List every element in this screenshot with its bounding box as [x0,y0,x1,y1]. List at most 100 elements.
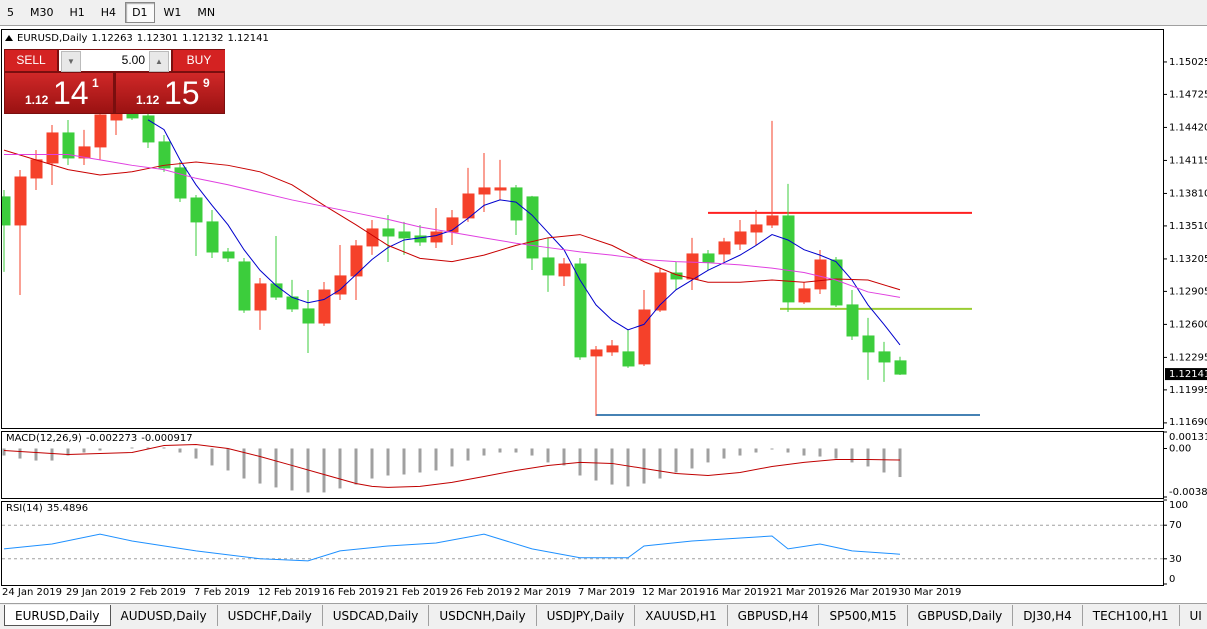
timeframe-button[interactable]: D1 [125,2,155,23]
candle-body [398,231,411,239]
chart-tab[interactable]: USDCAD,Daily [323,605,430,626]
timeframe-button[interactable]: 5 [7,6,14,19]
moving-average [147,119,901,346]
candle-body [62,132,75,159]
buy-price[interactable]: 1.12 15 9 [116,73,224,113]
macd-bar [66,448,70,456]
chart-window: 1.15025 1.14725 1.14420 1.14115 1.13810 1.135… [1,29,1207,598]
chart-tab[interactable]: GBPUSD,H4 [728,605,820,626]
indicator-value: -0.000917 [141,433,192,444]
macd-bar [290,448,294,491]
candle-body [510,187,523,221]
candle-body [590,349,603,357]
chart-tab[interactable]: USDCNH,Daily [429,605,537,626]
sell-button[interactable]: SELL [5,50,57,71]
y-tick-label: 1.14420 [1169,122,1207,133]
y-tick-label: 1.12295 [1169,352,1207,363]
volume-up[interactable]: ▲ [149,51,169,72]
chart-tab[interactable]: SP500,M15 [819,605,908,626]
x-tick-label: 16 Mar 2019 [706,587,769,598]
x-tick-label: 26 Feb 2019 [450,587,512,598]
timeframe-button[interactable]: W1 [163,6,182,19]
macd-bar [770,448,774,450]
macd-bar [626,448,630,487]
timeframe-button[interactable]: H1 [69,6,85,19]
candle-body [318,289,331,324]
macd-bar [50,448,54,461]
candle-body [366,228,379,247]
macd-bar [898,448,902,478]
candle-body [142,115,155,143]
chart-tabs: EURUSD,Daily AUDUSD,Daily USDCHF,Daily USDC… [0,603,1207,629]
price-fraction: 9 [203,76,210,90]
rsi-header: RSI(14) 35.4896 [6,503,88,514]
chart-tab[interactable]: TECH100,H1 [1083,605,1180,626]
macd-bar [786,448,790,453]
candle-body [46,132,59,164]
timeframe-button[interactable]: MN [197,6,216,19]
volume-input[interactable]: ▼ 5.00 ▲ [59,50,171,72]
ohlc-value: 1.12141 [228,33,269,44]
indicator-value: -0.002273 [86,433,137,444]
macd-bar [450,448,454,467]
x-tick-label: 2 Feb 2019 [130,587,186,598]
chart-tab[interactable]: USDJPY,Daily [537,605,636,626]
sell-price[interactable]: 1.12 14 1 [5,73,113,113]
chart-tab[interactable]: XAUUSD,H1 [635,605,728,626]
y-tick-label: 1.15025 [1169,57,1207,68]
candle-body [174,167,187,199]
candle-body [894,360,907,375]
candle-body [446,217,459,233]
chart-tab[interactable]: AUDUSD,Daily [111,605,218,626]
timeframe-button[interactable]: H4 [100,6,117,19]
candle-body [14,176,27,226]
candle-body [686,253,699,280]
price-pips: 14 [53,75,89,111]
macd-bar [82,448,86,453]
macd-bar [530,448,534,456]
rsi-line [3,533,901,562]
macd-header: MACD(12,26,9) -0.002273 -0.000917 [6,433,193,444]
macd-bar [2,448,6,456]
chart-tab[interactable]: DJ30,H4 [1013,605,1083,626]
chart-tab[interactable]: GBPUSD,Daily [908,605,1014,626]
candle-body [750,224,763,233]
ohlc-value: 1.12132 [182,33,223,44]
x-tick-label: 7 Feb 2019 [194,587,250,598]
candle-body [782,215,795,303]
macd-bar [418,448,422,473]
x-tick-label: 24 Jan 2019 [2,587,62,598]
macd-bar [130,447,134,449]
x-tick-label: 12 Mar 2019 [642,587,705,598]
candle-body [382,228,395,237]
macd-bar [802,448,806,456]
candle-body [238,261,251,311]
macd-bar [18,448,22,459]
candle-body [30,159,43,179]
timeframe-button[interactable]: M30 [30,6,54,19]
ohlc-value: 1.12263 [91,33,132,44]
volume-down[interactable]: ▼ [61,51,81,72]
macd-bar [658,448,662,479]
y-tick-label: 1.13810 [1169,188,1207,199]
macd-bar [498,448,502,453]
candle-body [350,245,363,277]
price-prefix: 1.12 [136,93,160,107]
y-tick-label: 1.11690 [1169,417,1207,428]
chart-tab[interactable]: UI [1180,605,1207,626]
macd-bar [98,448,102,451]
buy-button[interactable]: BUY [173,50,225,71]
macd-bar [546,448,550,463]
y-tick-label: 1.13510 [1169,221,1207,232]
macd-bar [466,448,470,461]
candle-body [478,187,491,195]
macd-bar [562,448,566,466]
macd-bar [194,448,198,459]
macd-bar [242,448,246,479]
x-tick-label: 29 Jan 2019 [66,587,126,598]
chart-tab[interactable]: EURUSD,Daily [4,605,111,626]
chart-tab[interactable]: USDCHF,Daily [218,605,323,626]
x-tick-label: 12 Feb 2019 [258,587,320,598]
candle-body [734,231,747,245]
